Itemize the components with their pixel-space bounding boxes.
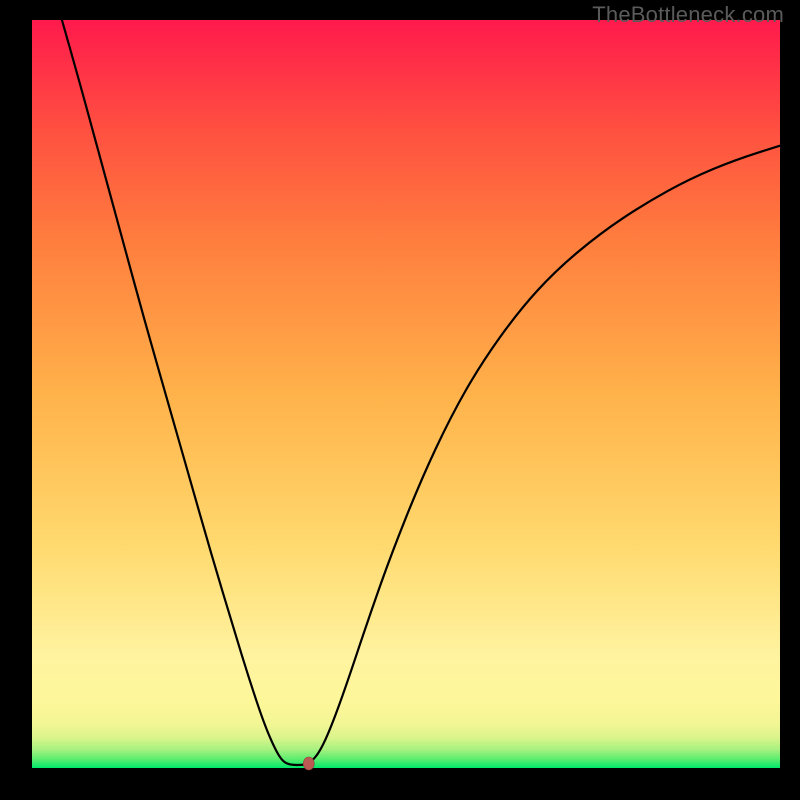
bottleneck-curve	[62, 20, 780, 765]
plot-area	[32, 20, 780, 768]
watermark-text: TheBottleneck.com	[592, 2, 784, 28]
curve-layer	[32, 20, 780, 768]
minimum-marker	[303, 757, 314, 770]
chart-frame: TheBottleneck.com	[0, 0, 800, 800]
